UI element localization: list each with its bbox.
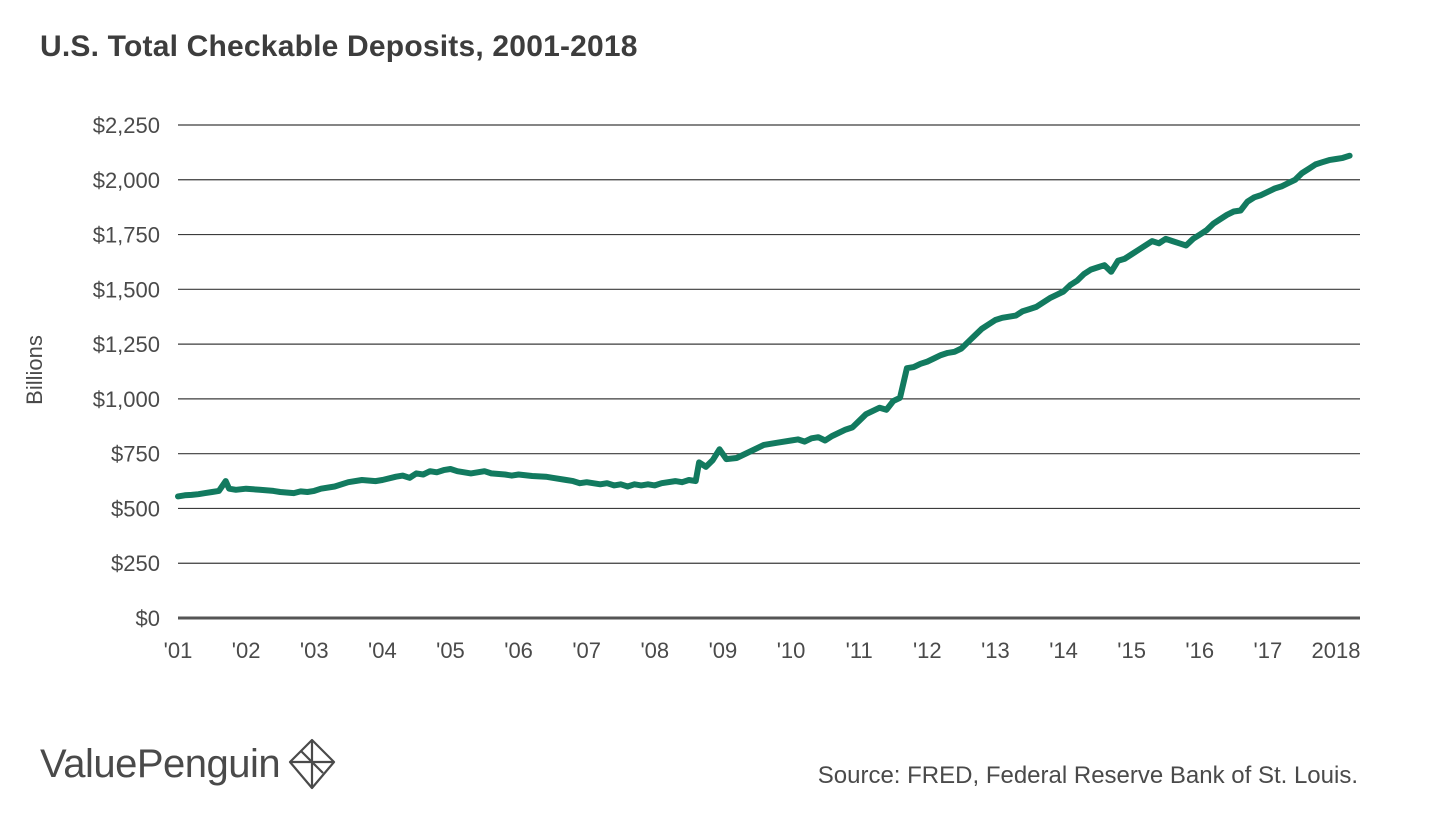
x-tick-label: '02 <box>232 638 261 663</box>
x-tick-label: '06 <box>504 638 533 663</box>
x-tick-label: '10 <box>777 638 806 663</box>
chart-title: U.S. Total Checkable Deposits, 2001-2018 <box>40 30 638 63</box>
x-tick-label: '17 <box>1254 638 1283 663</box>
x-tick-label: '08 <box>640 638 669 663</box>
x-tick-label: '07 <box>572 638 601 663</box>
x-tick-label: 2018 <box>1312 638 1361 663</box>
y-tick-label: $2,000 <box>93 168 160 193</box>
source-note: Source: FRED, Federal Reserve Bank of St… <box>817 762 1358 789</box>
y-tick-label: $750 <box>111 442 160 467</box>
x-tick-label: '09 <box>709 638 738 663</box>
x-tick-label: '12 <box>913 638 942 663</box>
logo-text: ValuePenguin <box>40 741 281 786</box>
y-tick-label: $500 <box>111 496 160 521</box>
grid-lines <box>178 124 1360 620</box>
y-tick-label: $1,750 <box>93 223 160 248</box>
series-line <box>175 152 1353 500</box>
x-tick-label: '15 <box>1117 638 1146 663</box>
y-tick-label: $0 <box>136 606 160 631</box>
x-tick-label: '11 <box>846 638 873 663</box>
x-tick-label: '14 <box>1049 638 1078 663</box>
x-tick-label: '01 <box>164 638 193 663</box>
y-tick-label: $1,000 <box>93 387 160 412</box>
x-tick-label: '16 <box>1185 638 1214 663</box>
penguin-diamond-icon <box>289 738 336 790</box>
x-tick-label: '13 <box>981 638 1010 663</box>
valuepenguin-logo: ValuePenguin <box>40 738 336 790</box>
y-tick-label: $250 <box>111 551 160 576</box>
x-tick-label: '04 <box>368 638 397 663</box>
x-tick-label: '03 <box>300 638 329 663</box>
x-axis-ticks: '01 '02 '03 '04 '05 '06 '07 '08 '09 '10 '11 '12 '13 '… <box>164 638 1361 663</box>
y-axis-label: Billions <box>22 335 47 405</box>
series-group <box>175 152 1353 500</box>
x-tick-label: '05 <box>436 638 465 663</box>
y-axis-ticks: $0 $250 $500 $750 $1,000 $1,250 $1,500 $1,750 $2… <box>93 113 160 631</box>
y-tick-label: $1,250 <box>93 332 160 357</box>
y-tick-label: $2,250 <box>93 113 160 138</box>
y-tick-label: $1,500 <box>93 277 160 302</box>
